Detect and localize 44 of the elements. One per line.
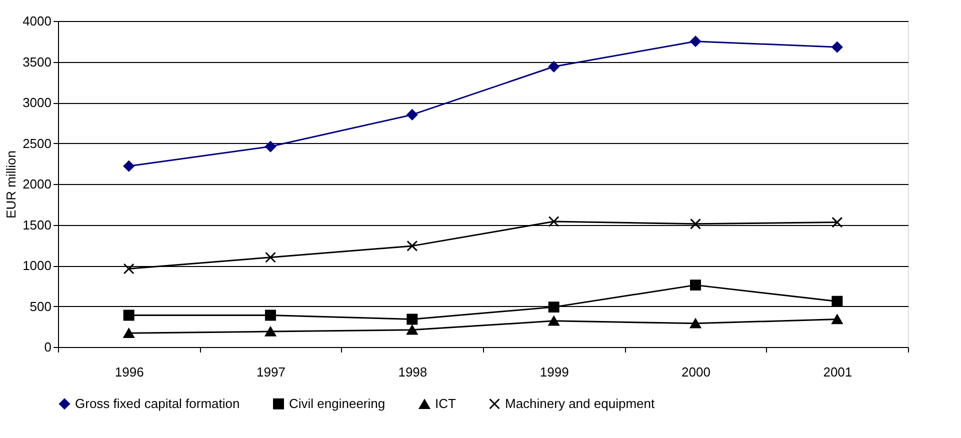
x-tick-label: 1996	[114, 364, 144, 380]
y-tick-label: 1000	[22, 258, 52, 273]
y-tick-label: 0	[44, 340, 52, 354]
point	[548, 302, 560, 313]
point	[406, 240, 418, 252]
legend-label: ICT	[435, 396, 456, 412]
point	[406, 109, 418, 120]
point	[548, 316, 560, 326]
y-tick-label: 3500	[22, 54, 52, 70]
y-tick-label: 2000	[22, 176, 52, 192]
legend-label: Gross fixed capital formation	[75, 396, 240, 411]
point	[690, 318, 701, 328]
point	[690, 36, 701, 47]
point	[123, 263, 134, 274]
point	[406, 325, 418, 335]
point	[832, 216, 843, 228]
point	[548, 61, 560, 72]
legend-label: Machinery and equipment	[505, 396, 655, 411]
x-tick-label: 1999	[540, 364, 569, 380]
y-tick-label: 500	[30, 298, 52, 314]
y-tick-label: 2500	[22, 136, 52, 151]
x-tick-label: 2000	[682, 364, 710, 380]
point	[690, 280, 701, 291]
point	[123, 160, 134, 172]
point	[123, 328, 134, 338]
point	[406, 314, 418, 325]
point	[832, 314, 843, 324]
y-tick-label: 1500	[22, 217, 52, 232]
x-tick-label: 1997	[256, 364, 286, 380]
x-tick-label: 2001	[823, 364, 852, 380]
point	[548, 216, 560, 227]
point	[123, 310, 134, 321]
point	[265, 310, 276, 321]
point	[265, 326, 276, 336]
point	[832, 296, 843, 307]
point	[265, 141, 276, 152]
y-axis-title: EUR million	[4, 150, 19, 218]
legend-label: Civil engineering	[289, 396, 386, 411]
y-tick-label: 4000	[22, 14, 52, 28]
point	[832, 42, 843, 53]
x-tick-label: 1998	[398, 364, 428, 380]
y-tick-label: 3000	[22, 95, 52, 110]
point	[690, 218, 701, 230]
point	[265, 252, 276, 263]
